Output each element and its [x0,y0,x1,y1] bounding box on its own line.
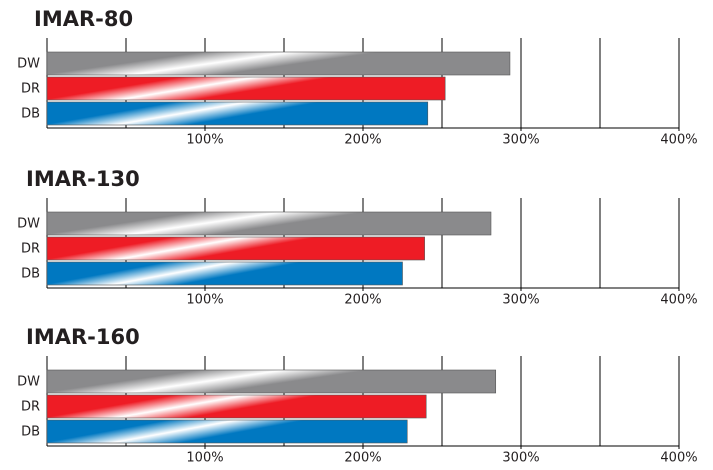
bar [46,76,446,101]
bar [46,101,429,126]
chart-title: IMAR-130 [26,167,140,191]
x-tick-label: 200% [344,293,381,308]
category-label: DR [21,82,40,97]
bar [46,419,408,444]
x-tick-label: 400% [660,293,697,308]
category-label: DW [17,375,40,390]
x-tick-label: 300% [502,293,539,308]
chart-title: IMAR-160 [26,325,140,349]
bar [46,51,511,76]
bar [46,236,425,261]
category-label: DR [21,242,40,257]
x-tick-label: 200% [344,451,381,466]
x-tick-label: 100% [186,133,223,148]
chart-title: IMAR-80 [34,7,133,31]
category-label: DB [21,425,40,440]
category-label: DW [17,217,40,232]
x-tick-label: 300% [502,133,539,148]
category-label: DR [21,400,40,415]
bar [46,211,492,236]
bar [46,369,497,394]
x-tick-label: 400% [660,133,697,148]
x-tick-label: 100% [186,293,223,308]
category-label: DB [21,267,40,282]
x-tick-label: 100% [186,451,223,466]
category-label: DB [21,107,40,122]
category-label: DW [17,57,40,72]
x-tick-label: 300% [502,451,539,466]
bar [46,394,427,419]
x-tick-label: 200% [344,133,381,148]
x-tick-label: 400% [660,451,697,466]
bar [46,261,403,286]
